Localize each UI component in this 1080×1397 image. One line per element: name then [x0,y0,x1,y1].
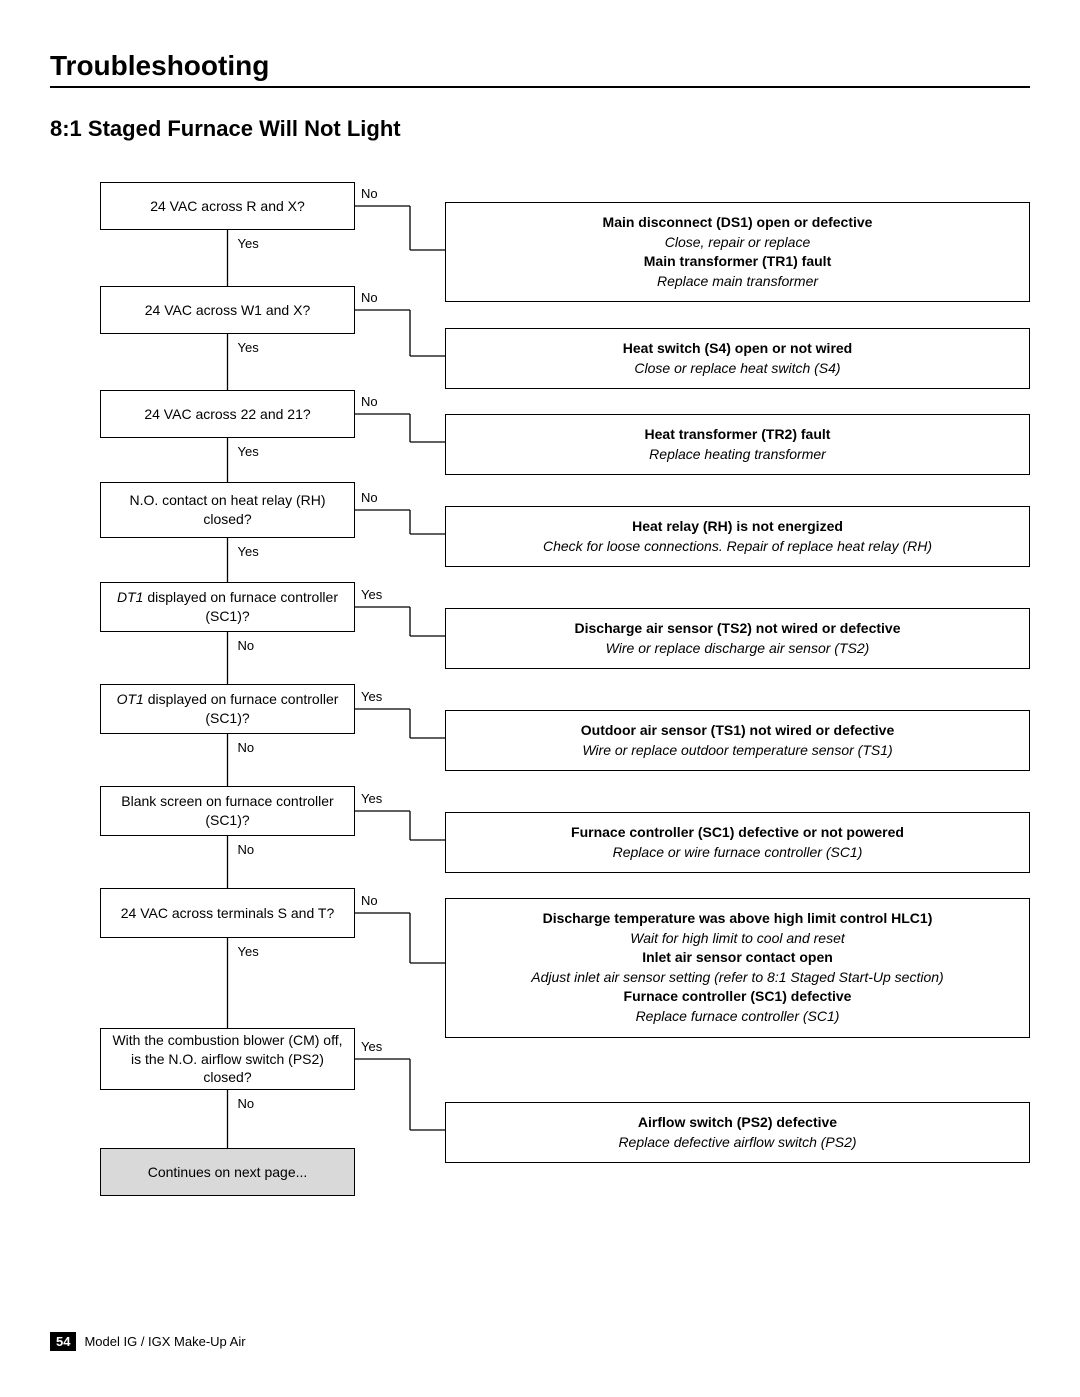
branch-label: Yes [359,587,384,602]
branch-label: No [359,490,380,505]
result-r2: Heat switch (S4) open or not wiredClose … [445,328,1030,389]
result-r4: Heat relay (RH) is not energizedCheck fo… [445,506,1030,567]
decision-d5: DT1 displayed on furnace controller (SC1… [100,582,355,632]
branch-label: Yes [236,340,261,355]
branch-label: Yes [359,791,384,806]
decision-d6: OT1 displayed on furnace controller (SC1… [100,684,355,734]
decision-d9: With the combustion blower (CM) off, is … [100,1028,355,1090]
decision-d7: Blank screen on furnace controller (SC1)… [100,786,355,836]
branch-label: Yes [236,444,261,459]
flowchart: 24 VAC across R and X? 24 VAC across W1 a… [80,182,1060,1302]
result-r1: Main disconnect (DS1) open or defectiveC… [445,202,1030,302]
result-r8: Discharge temperature was above high lim… [445,898,1030,1038]
decision-d3: 24 VAC across 22 and 21? [100,390,355,438]
result-r6: Outdoor air sensor (TS1) not wired or de… [445,710,1030,771]
footer-model: Model IG / IGX Make-Up Air [84,1334,245,1349]
branch-label: Yes [236,544,261,559]
page-footer: 54 Model IG / IGX Make-Up Air [50,1332,1030,1351]
section-title: 8:1 Staged Furnace Will Not Light [50,116,1030,142]
decision-d8: 24 VAC across terminals S and T? [100,888,355,938]
page-title: Troubleshooting [50,50,1030,88]
branch-label: Yes [236,236,261,251]
branch-label: No [236,842,257,857]
decision-d1: 24 VAC across R and X? [100,182,355,230]
result-r3: Heat transformer (TR2) faultReplace heat… [445,414,1030,475]
result-r9: Airflow switch (PS2) defectiveReplace de… [445,1102,1030,1163]
page-number: 54 [50,1332,76,1351]
branch-label: Yes [359,1039,384,1054]
branch-label: No [359,394,380,409]
branch-label: No [236,1096,257,1111]
result-r5: Discharge air sensor (TS2) not wired or … [445,608,1030,669]
branch-label: No [236,740,257,755]
result-r7: Furnace controller (SC1) defective or no… [445,812,1030,873]
decision-d10: Continues on next page... [100,1148,355,1196]
branch-label: No [359,290,380,305]
decision-d4: N.O. contact on heat relay (RH) closed? [100,482,355,538]
branch-label: No [359,186,380,201]
branch-label: No [359,893,380,908]
branch-label: Yes [359,689,384,704]
decision-d2: 24 VAC across W1 and X? [100,286,355,334]
branch-label: Yes [236,944,261,959]
branch-label: No [236,638,257,653]
